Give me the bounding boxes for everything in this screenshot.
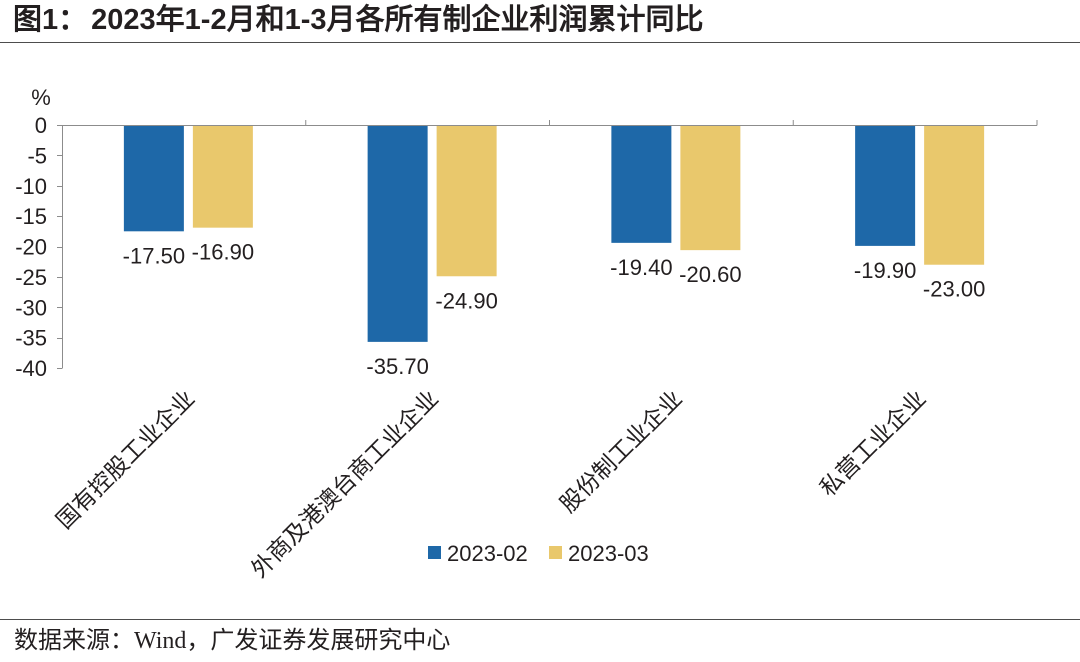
legend-label: 2023-02 [447, 541, 528, 566]
chart-title: 2023年1-2月和1-3月各所有制企业利润累计同比 [91, 4, 704, 36]
y-tick-label: 0 [35, 113, 47, 138]
figure-title: 图1： 2023年1-2月和1-3月各所有制企业利润累计同比 [13, 1, 703, 39]
source-note: 数据来源：Wind，广发证券发展研究中心 [14, 628, 451, 654]
legend-swatch [428, 546, 441, 559]
bars [123, 125, 985, 342]
y-axis-unit: % [31, 85, 51, 110]
bar-2023-03-1 [192, 125, 253, 228]
bar-2023-02-1 [123, 125, 184, 232]
category-label: 股份制工业企业 [555, 386, 687, 518]
data-label-2023-02-3: -19.40 [610, 255, 672, 280]
legend: 2023-02 2023-03 [428, 541, 649, 566]
y-tick-label: -5 [27, 143, 47, 168]
y-axis-ticks: 0 -5 -10 -15 -20 -25 -30 -35 -40 [15, 113, 63, 381]
y-tick-label: -15 [15, 204, 47, 229]
bar-2023-03-4 [924, 125, 985, 265]
data-label-2023-03-4: -23.00 [923, 277, 985, 302]
category-label: 国有控股工业企业 [52, 386, 200, 534]
y-tick-label: -30 [15, 295, 47, 320]
figure-number: 图1： [13, 4, 88, 36]
y-tick-label: -35 [15, 326, 47, 351]
data-label-2023-02-2: -35.70 [366, 354, 428, 379]
bar-2023-03-2 [436, 125, 497, 277]
category-label: 私营工业企业 [815, 386, 930, 501]
data-label-2023-03-1: -16.90 [192, 240, 254, 265]
data-label-2023-02-4: -19.90 [854, 258, 916, 283]
bar-2023-03-3 [680, 125, 741, 251]
source-divider [0, 619, 1080, 620]
data-label-2023-03-3: -20.60 [679, 262, 741, 287]
bar-2023-02-2 [367, 125, 428, 342]
y-tick-label: -20 [15, 235, 47, 260]
bar-2023-02-3 [611, 125, 672, 243]
y-tick-label: -25 [15, 265, 47, 290]
data-label-2023-03-2: -24.90 [435, 288, 497, 313]
legend-item-2023-02: 2023-02 [428, 541, 528, 566]
data-label-2023-02-1: -17.50 [123, 243, 185, 268]
bar-2023-02-4 [855, 125, 916, 246]
x-axis-ticks [305, 120, 1038, 126]
y-tick-label: -10 [15, 174, 47, 199]
legend-label: 2023-03 [568, 541, 649, 566]
category-label: 外商及港澳台商工业企业 [247, 386, 444, 583]
data-labels: -17.50 -35.70 -19.40 -19.90 -16.90 -24.90 -20.… [123, 240, 986, 379]
y-tick-label: -40 [15, 356, 47, 381]
legend-item-2023-03: 2023-03 [549, 541, 649, 566]
title-divider [0, 42, 1080, 43]
legend-swatch [549, 546, 562, 559]
